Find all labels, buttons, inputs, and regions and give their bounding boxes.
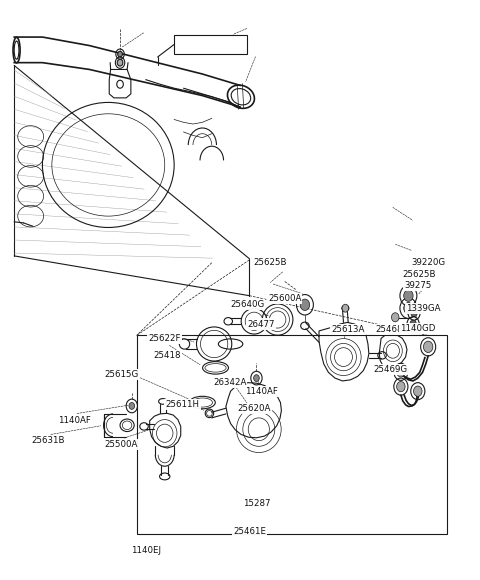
- Text: 25418: 25418: [153, 351, 181, 360]
- Circle shape: [253, 375, 259, 382]
- Text: 25611H: 25611H: [166, 400, 200, 409]
- Text: 26477: 26477: [247, 320, 275, 329]
- Text: 1140AF: 1140AF: [58, 416, 91, 425]
- Circle shape: [396, 367, 405, 377]
- Text: 1140EJ: 1140EJ: [131, 546, 161, 555]
- Text: 15287: 15287: [243, 499, 270, 508]
- Text: 25620A: 25620A: [238, 404, 271, 413]
- Text: 25469G: 25469G: [373, 365, 408, 374]
- Circle shape: [404, 303, 413, 314]
- Circle shape: [396, 382, 405, 392]
- Bar: [174, 35, 247, 54]
- Circle shape: [300, 299, 310, 310]
- Text: 25622F: 25622F: [148, 334, 181, 343]
- Text: 26342A: 26342A: [213, 378, 246, 387]
- Text: 1140AF: 1140AF: [245, 387, 277, 396]
- Text: 1140GD: 1140GD: [400, 324, 435, 333]
- Circle shape: [414, 386, 422, 396]
- Text: 1339GA: 1339GA: [406, 304, 441, 313]
- Text: 39275: 39275: [404, 281, 432, 290]
- Circle shape: [410, 320, 416, 328]
- Text: 25625B: 25625B: [402, 270, 435, 278]
- Text: 25461E: 25461E: [233, 527, 266, 536]
- Circle shape: [342, 304, 348, 312]
- Circle shape: [411, 309, 417, 317]
- Circle shape: [423, 341, 433, 353]
- Circle shape: [392, 313, 399, 322]
- Text: 25500A: 25500A: [105, 440, 138, 449]
- Circle shape: [118, 51, 122, 57]
- Text: 25613A: 25613A: [332, 325, 365, 334]
- Text: 39220G: 39220G: [411, 258, 445, 267]
- Bar: [136, 335, 447, 534]
- Text: 25600A: 25600A: [268, 294, 301, 303]
- Text: 25640G: 25640G: [230, 300, 264, 309]
- Circle shape: [129, 403, 134, 409]
- Circle shape: [117, 59, 123, 66]
- Circle shape: [404, 290, 413, 302]
- Text: 25615G: 25615G: [104, 369, 139, 379]
- Text: 25468G: 25468G: [376, 325, 410, 334]
- Text: 25625B: 25625B: [254, 258, 288, 267]
- Text: 25631B: 25631B: [31, 436, 65, 445]
